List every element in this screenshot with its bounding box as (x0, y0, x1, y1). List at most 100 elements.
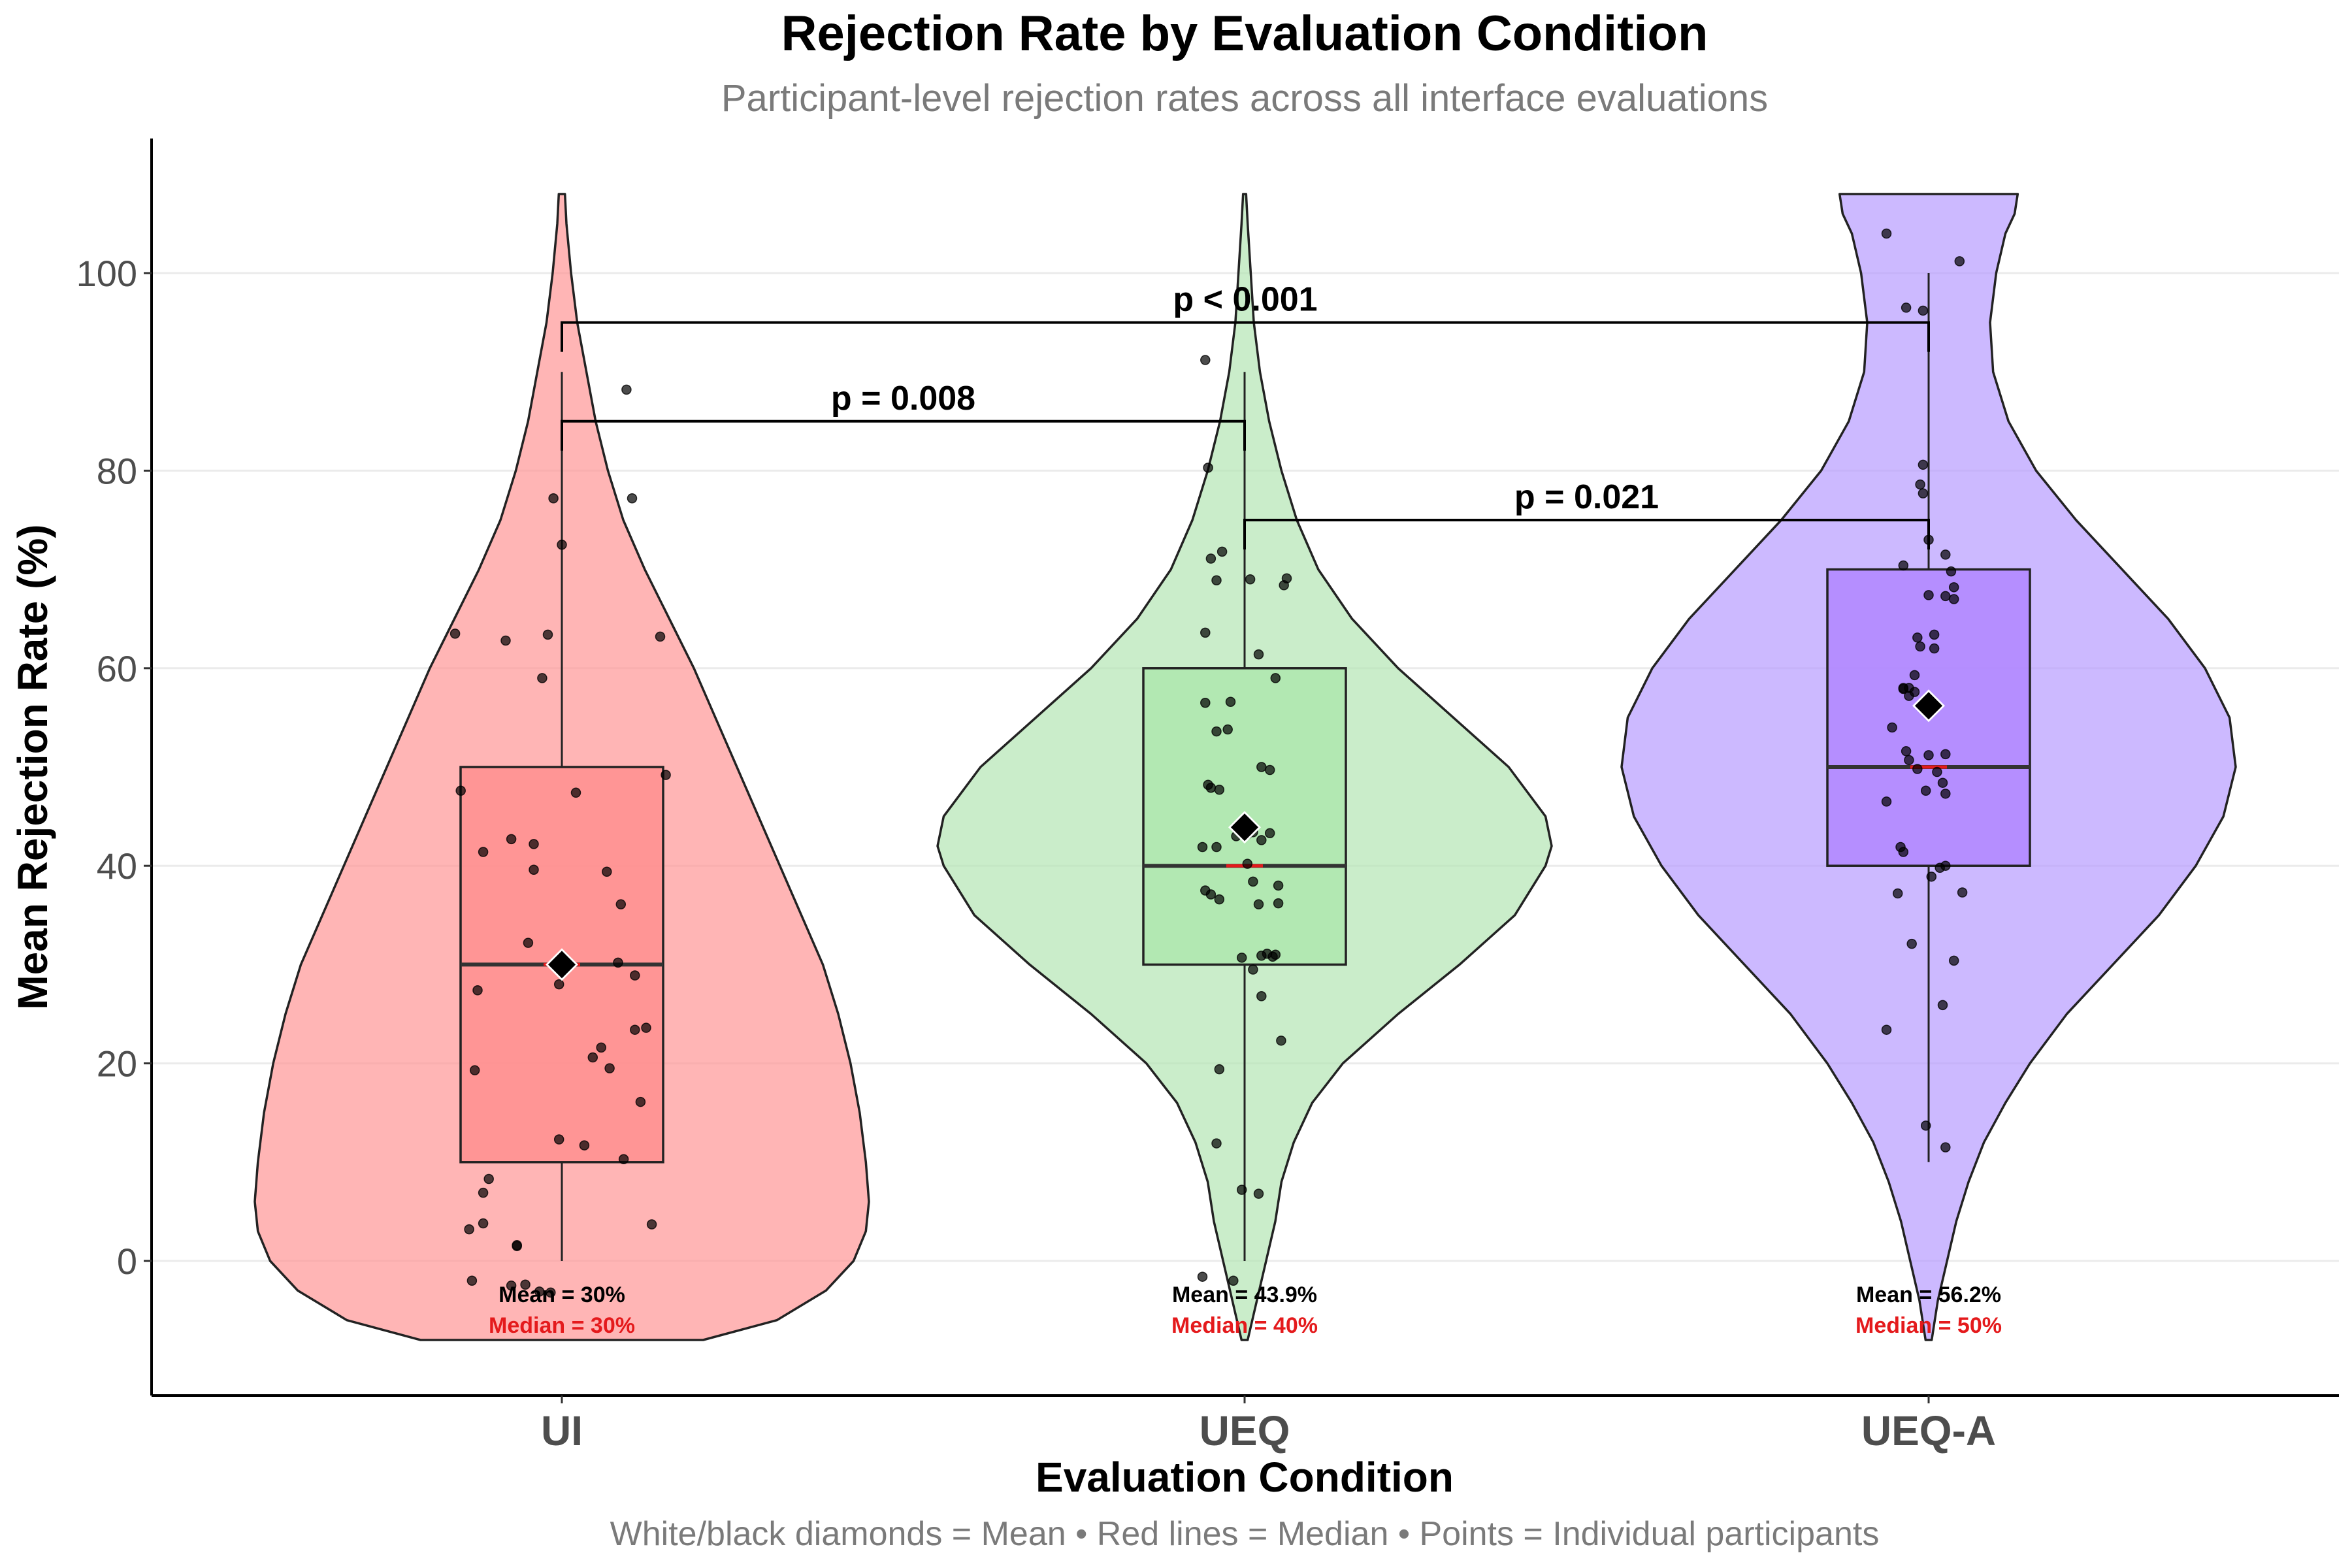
summary-labels: Mean = 30% Median = 30% Mean = 43.9% Median… (489, 1282, 2002, 1338)
participant-point (506, 1281, 517, 1291)
participant-point (1898, 560, 1909, 571)
participant-point (469, 1065, 480, 1075)
participant-point (1228, 1275, 1239, 1286)
participant-point (630, 970, 640, 981)
y-tick-label: 20 (97, 1043, 137, 1085)
participant-point (1211, 841, 1222, 853)
y-tick-label: 60 (97, 648, 137, 689)
participant-point (655, 631, 666, 642)
y-ticks: 0 20 40 60 80 100 (76, 253, 152, 1282)
participant-point (1242, 858, 1253, 869)
participant-point (1940, 591, 1951, 602)
participant-point (557, 540, 567, 550)
x-tick-label: UEQ-A (1861, 1407, 1996, 1454)
participant-point (1256, 951, 1267, 961)
participant-point (472, 985, 483, 996)
participant-point (1270, 673, 1281, 683)
participant-point (613, 957, 623, 968)
participant-point (542, 629, 553, 640)
participant-point (464, 1224, 474, 1235)
participant-point (1256, 835, 1267, 845)
participant-point (1197, 841, 1208, 853)
participant-point (1887, 722, 1897, 733)
participant-point (534, 1286, 545, 1297)
participant-point (1281, 573, 1292, 583)
mean-diamond (1231, 813, 1258, 841)
participant-point (1932, 766, 1942, 777)
participant-point (635, 1096, 646, 1107)
participant-point (621, 384, 632, 395)
participant-point (483, 1173, 494, 1184)
mean-label: Mean = 56.2% (1856, 1282, 2001, 1307)
participant-point (553, 979, 564, 990)
participant-point (546, 1287, 556, 1298)
participant-point (548, 493, 559, 504)
significance-brackets: p = 0.008 p = 0.021 p < 0.001 (561, 281, 1930, 549)
participant-point (1929, 643, 1940, 654)
participant-point (1225, 696, 1236, 707)
y-tick-label: 80 (97, 450, 137, 491)
participant-point (579, 1140, 590, 1151)
participant-point (1203, 463, 1213, 473)
boxplots (459, 273, 2031, 1261)
participant-point (596, 1042, 606, 1053)
participant-point (1881, 228, 1892, 239)
participant-point (537, 673, 547, 683)
y-tick-label: 100 (76, 253, 137, 294)
participant-point (1205, 553, 1217, 564)
participant-point (646, 1219, 657, 1230)
participant-point (1946, 566, 1957, 577)
participant-point (1940, 860, 1951, 871)
participant-point (478, 1187, 489, 1198)
x-tick-label: UEQ (1200, 1407, 1290, 1454)
participant-point (1200, 627, 1211, 638)
mean-label: Mean = 43.9% (1172, 1282, 1317, 1307)
participant-point (1256, 991, 1267, 1002)
median-label: Median = 30% (489, 1313, 635, 1338)
chart-caption: White/black diamonds = Mean • Red lines … (610, 1515, 1880, 1553)
participant-point (1918, 488, 1929, 498)
participant-point (1214, 785, 1225, 795)
participant-point (1892, 888, 1903, 899)
participant-point (1253, 1188, 1264, 1199)
participant-point (1248, 964, 1258, 975)
participant-point (1901, 746, 1912, 757)
participant-point (1881, 796, 1892, 807)
participant-point (1253, 649, 1264, 660)
participant-point (449, 629, 461, 639)
participant-point (618, 1154, 629, 1165)
participant-point (1197, 1271, 1208, 1282)
participant-point (1256, 762, 1267, 772)
mean-markers (546, 689, 1945, 981)
participant-point (1940, 749, 1951, 760)
participant-point (1205, 783, 1217, 793)
participant-point (1940, 789, 1951, 799)
participant-point (587, 1052, 598, 1063)
participant-point (1909, 670, 1920, 681)
participant-point (500, 635, 511, 646)
participant-point (1222, 724, 1233, 735)
participant-point (1918, 459, 1929, 470)
participant-point (615, 899, 627, 909)
participant-point (1920, 785, 1931, 796)
participant-point (1273, 898, 1284, 909)
participant-point (1898, 683, 1909, 693)
participant-point (1923, 750, 1934, 760)
mean-diamond (548, 951, 576, 979)
participant-point (641, 1022, 651, 1033)
participant-point (512, 1241, 522, 1252)
participant-point (1906, 938, 1917, 949)
median-label: Median = 40% (1171, 1313, 1318, 1338)
participant-point (1200, 697, 1211, 708)
y-tick-label: 40 (97, 845, 137, 887)
participant-point (1918, 305, 1929, 316)
participant-point (529, 864, 539, 875)
x-ticks: UI UEQ UEQ-A (541, 1396, 1996, 1454)
x-axis-title: Evaluation Condition (1036, 1454, 1454, 1501)
participant-point (1926, 872, 1937, 882)
participant-point (1217, 546, 1228, 557)
median-label: Median = 50% (1855, 1313, 2002, 1338)
participant-point (1273, 880, 1284, 891)
x-tick-label: UI (541, 1407, 583, 1454)
participant-point (1957, 887, 1968, 898)
